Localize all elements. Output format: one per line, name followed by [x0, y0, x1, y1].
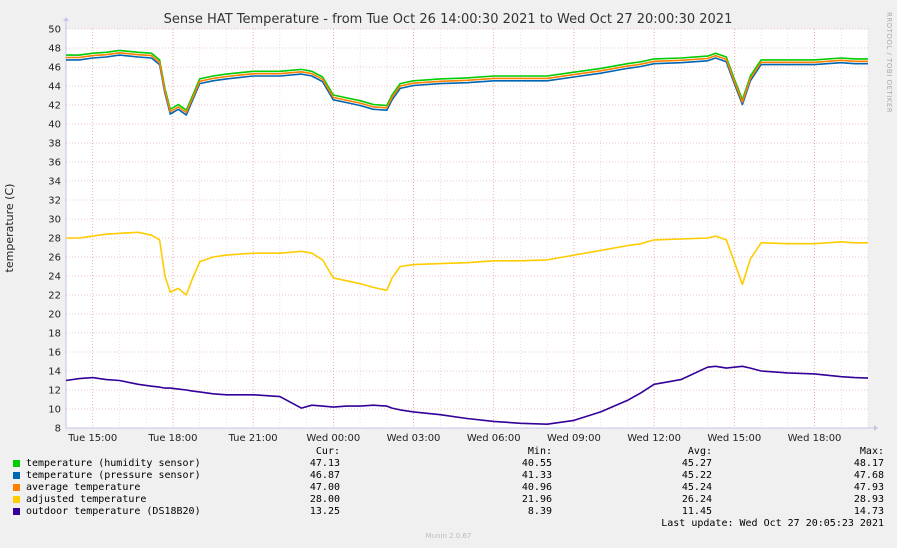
y-tick-label: 16	[48, 348, 61, 359]
legend-max: 14.73	[853, 506, 884, 517]
legend-cur: 13.25	[309, 506, 340, 517]
y-tick-label: 8	[55, 424, 61, 435]
x-tick-label: Wed 15:00	[707, 433, 761, 444]
y-tick-label: 18	[48, 329, 61, 340]
chart-title: Sense HAT Temperature - from Tue Oct 26 …	[164, 12, 733, 27]
legend-header-min: Min:	[527, 446, 552, 457]
y-tick-label: 42	[48, 101, 61, 112]
legend-label: temperature (pressure sensor)	[26, 470, 201, 481]
y-tick-label: 30	[48, 215, 61, 226]
series-line-outdoor-temperature	[65, 365, 869, 425]
y-tick-label: 22	[48, 291, 61, 302]
rrdtool-watermark: RRDTOOL / TOBI OETIKER	[885, 12, 893, 113]
plot-area: 8 10 12 14 16 18 20 22 24 26 28 30 32 34 36 38 40 42 44 46 4…	[48, 17, 878, 444]
y-tick-label: 10	[48, 405, 61, 416]
y-tick-label: 46	[48, 63, 61, 74]
y-tick-label: 14	[48, 367, 61, 378]
legend-label: average temperature	[26, 482, 141, 493]
legend-header-cur: Cur:	[315, 446, 340, 457]
legend-row-average: average temperature 47.00 40.96 45.24 47…	[12, 482, 884, 494]
x-tick-label: Wed 03:00	[387, 433, 441, 444]
legend-avg: 11.45	[681, 506, 712, 517]
legend-swatch	[13, 460, 20, 467]
legend-min: 21.96	[521, 494, 552, 505]
x-tick-label: Tue 15:00	[67, 433, 117, 444]
legend-avg: 45.24	[681, 482, 712, 493]
y-tick-label: 44	[48, 82, 61, 93]
legend-label: outdoor temperature (DS18B20)	[26, 506, 201, 517]
legend-row-pressure: temperature (pressure sensor) 46.87 41.3…	[12, 470, 884, 482]
y-tick-label: 24	[48, 272, 61, 283]
x-tick-label: Tue 18:00	[147, 433, 197, 444]
y-tick-label: 40	[48, 120, 61, 131]
y-tick-label: 38	[48, 139, 61, 150]
legend-avg: 26.24	[681, 494, 712, 505]
legend-avg: 45.27	[681, 458, 712, 469]
legend-row-outdoor: outdoor temperature (DS18B20) 13.25 8.39…	[12, 506, 884, 518]
legend-max: 47.93	[853, 482, 884, 493]
legend-swatch	[13, 472, 20, 479]
legend-max: 48.17	[853, 458, 884, 469]
legend-min: 40.96	[521, 482, 552, 493]
legend-row-humidity: temperature (humidity sensor) 47.13 40.5…	[12, 458, 884, 470]
x-axis-arrow	[874, 425, 878, 431]
series-line-adjusted-temperature	[66, 231, 868, 296]
legend-swatch	[13, 508, 20, 515]
legend-header-avg: Avg:	[687, 446, 712, 457]
legend-header-max: Max:	[859, 446, 884, 457]
legend-min: 40.55	[521, 458, 552, 469]
x-tick-label: Wed 09:00	[547, 433, 601, 444]
y-tick-label: 48	[48, 44, 61, 55]
legend-cur: 28.00	[309, 494, 340, 505]
y-tick-label: 34	[48, 177, 61, 188]
y-tick-label: 26	[48, 253, 61, 264]
legend-cur: 47.00	[309, 482, 340, 493]
y-tick-label: 20	[48, 310, 61, 321]
series-line-average-temperature	[66, 52, 868, 114]
legend-label: temperature (humidity sensor)	[26, 458, 201, 469]
legend-min: 8.39	[527, 506, 552, 517]
legend-cur: 47.13	[309, 458, 340, 469]
y-tick-label: 32	[48, 196, 61, 207]
legend-row-adjusted: adjusted temperature 28.00 21.96 26.24 2…	[12, 494, 884, 506]
x-tick-label: Wed 18:00	[788, 433, 842, 444]
legend-max: 47.68	[853, 470, 884, 481]
legend-header: Cur: Min: Avg: Max:	[12, 446, 884, 458]
legend-swatch	[13, 496, 20, 503]
legend-cur: 46.87	[309, 470, 340, 481]
x-tick-label: Wed 12:00	[627, 433, 681, 444]
munin-version: Munin 2.0.67	[425, 532, 472, 540]
y-tick-label: 50	[48, 25, 61, 36]
y-axis-label: temperature (C)	[3, 184, 16, 273]
legend-swatch	[13, 484, 20, 491]
legend-max: 28.93	[853, 494, 884, 505]
x-tick-label: Wed 00:00	[306, 433, 360, 444]
x-tick-label: Tue 21:00	[228, 433, 278, 444]
y-axis-arrow	[63, 17, 69, 21]
y-tick-label: 28	[48, 234, 61, 245]
legend-label: adjusted temperature	[26, 494, 147, 505]
legend-avg: 45.22	[681, 470, 712, 481]
x-tick-label: Wed 06:00	[467, 433, 521, 444]
legend-min: 41.33	[521, 470, 552, 481]
y-tick-label: 36	[48, 158, 61, 169]
last-update: Last update: Wed Oct 27 20:05:23 2021	[661, 518, 884, 529]
y-tick-label: 12	[48, 386, 61, 397]
